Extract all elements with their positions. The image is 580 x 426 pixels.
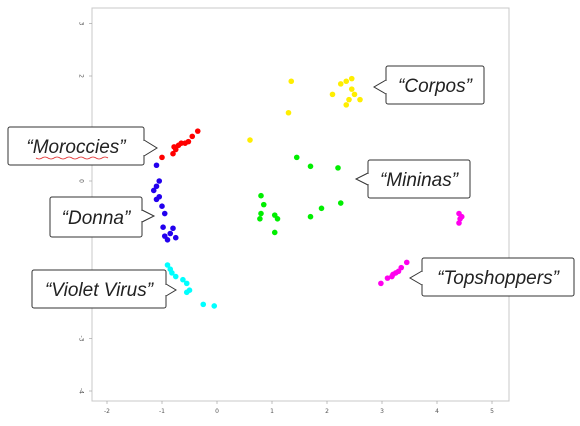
callout-moroccies-label: “Moroccies” xyxy=(26,137,127,158)
data-point xyxy=(257,216,263,222)
data-point xyxy=(378,280,384,287)
callout-topshoppers-label: “Topshoppers” xyxy=(437,268,560,289)
data-point xyxy=(172,273,179,280)
data-point xyxy=(164,262,171,268)
data-point xyxy=(170,225,176,232)
data-point xyxy=(183,280,190,287)
data-point xyxy=(159,203,165,209)
callout-donna-label: “Donna” xyxy=(62,208,132,229)
data-point xyxy=(329,91,336,98)
data-point xyxy=(258,192,264,199)
data-points xyxy=(150,75,465,309)
x-tick-label: 4 xyxy=(435,408,439,415)
callout-moroccies: “Moroccies” xyxy=(7,126,158,166)
data-point xyxy=(200,301,207,308)
data-point xyxy=(172,234,179,241)
data-point xyxy=(307,213,314,220)
data-point xyxy=(337,200,344,206)
data-point xyxy=(258,210,264,217)
y-tick-label: 0 xyxy=(78,179,85,183)
x-tick-label: 2 xyxy=(325,408,329,415)
data-point xyxy=(293,154,300,161)
x-axis: -2 -1 0 1 2 3 4 5 xyxy=(104,401,494,415)
data-point xyxy=(178,140,185,146)
data-point xyxy=(288,78,295,85)
callout-corpos-label: “Corpos” xyxy=(398,76,474,97)
data-point xyxy=(285,109,292,116)
data-point xyxy=(307,163,314,170)
data-point xyxy=(458,213,465,220)
data-point xyxy=(348,86,355,92)
data-point xyxy=(167,230,174,237)
data-point xyxy=(183,289,190,296)
data-point xyxy=(180,276,186,283)
data-point xyxy=(247,137,253,143)
callout-corpos: “Corpos” xyxy=(373,65,485,105)
data-point xyxy=(343,78,350,85)
data-point xyxy=(161,233,168,239)
x-tick-label: -1 xyxy=(159,408,165,415)
data-point xyxy=(357,96,363,103)
data-point xyxy=(211,303,218,309)
callout-mininas-label: “Mininas” xyxy=(380,170,460,191)
x-tick-label: 1 xyxy=(270,408,274,415)
data-point xyxy=(189,133,196,140)
data-point xyxy=(403,259,410,266)
data-point xyxy=(337,81,344,87)
x-tick-label: 0 xyxy=(215,408,219,415)
data-point xyxy=(150,187,157,194)
x-tick-label: -2 xyxy=(104,408,110,415)
data-point xyxy=(159,154,165,161)
data-point xyxy=(153,183,160,190)
spellcheck-underline xyxy=(35,156,109,160)
data-point xyxy=(160,224,166,230)
y-tick-label: 3 xyxy=(78,22,85,26)
y-tick-label: -3 xyxy=(78,336,85,342)
data-point xyxy=(351,91,358,98)
data-point xyxy=(185,138,192,145)
data-point xyxy=(346,96,352,103)
data-point xyxy=(194,128,201,134)
data-point xyxy=(271,229,278,236)
x-tick-label: 3 xyxy=(380,408,384,415)
data-point xyxy=(260,201,267,208)
callout-violet-virus: “Violet Virus” xyxy=(31,269,177,309)
data-point xyxy=(169,270,175,276)
data-point xyxy=(170,150,176,157)
data-point xyxy=(171,144,177,150)
x-tick-label: 5 xyxy=(490,408,494,415)
callout-topshoppers: “Topshoppers” xyxy=(409,257,575,297)
data-point xyxy=(343,102,350,108)
y-tick-label: -4 xyxy=(78,388,85,394)
data-point xyxy=(161,210,168,217)
data-point xyxy=(156,193,163,200)
data-point xyxy=(348,75,355,82)
y-tick-label: 2 xyxy=(78,74,85,78)
data-point xyxy=(156,178,163,184)
data-point xyxy=(335,165,341,171)
data-point xyxy=(274,216,281,222)
callout-mininas: “Mininas” xyxy=(354,159,471,199)
data-point xyxy=(318,205,325,212)
callout-violet-virus-label: “Violet Virus” xyxy=(45,280,155,301)
data-point xyxy=(153,162,160,169)
data-point xyxy=(456,220,462,226)
data-point xyxy=(384,275,391,281)
data-point xyxy=(389,273,395,280)
callout-donna: “Donna” xyxy=(49,196,156,238)
